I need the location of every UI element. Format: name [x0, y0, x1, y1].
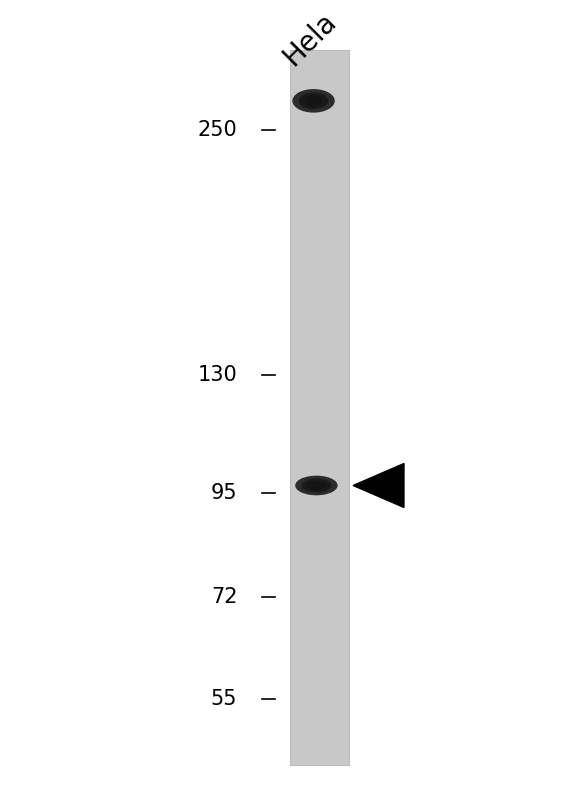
Text: 130: 130	[198, 366, 237, 386]
Polygon shape	[353, 463, 404, 507]
Bar	[289, 50, 349, 765]
Ellipse shape	[307, 481, 326, 490]
Text: Hela: Hela	[277, 8, 341, 72]
Text: 72: 72	[211, 587, 237, 607]
Text: 55: 55	[211, 689, 237, 709]
Ellipse shape	[299, 93, 328, 109]
Text: 250: 250	[198, 120, 237, 140]
Ellipse shape	[293, 89, 334, 113]
Text: 95: 95	[211, 483, 237, 503]
Ellipse shape	[304, 95, 323, 106]
Ellipse shape	[295, 476, 337, 495]
Ellipse shape	[302, 478, 331, 492]
